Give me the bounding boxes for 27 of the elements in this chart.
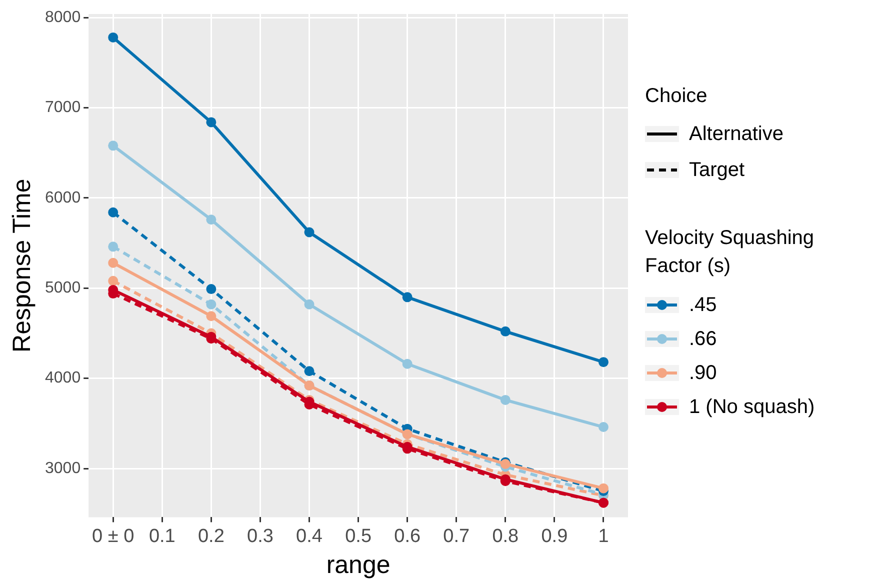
x-tick-label: 0.7 [443, 526, 470, 547]
legend-label: 1 (No squash) [689, 396, 815, 418]
x-tick-label: 0.5 [345, 526, 372, 547]
y-tick-label: 5000 [45, 280, 81, 297]
x-tick-label: 0.3 [247, 526, 274, 547]
legend-label: .45 [689, 294, 717, 316]
y-tick-label: 6000 [45, 189, 81, 206]
y-tick-label: 8000 [45, 9, 81, 26]
x-tick-label: 0.1 [148, 526, 176, 547]
y-tick-label: 3000 [45, 460, 81, 477]
x-tick-label: 0.8 [492, 526, 519, 547]
text: Target [689, 158, 745, 182]
x-axis-title: range [326, 550, 390, 579]
x-tick-label: 1 [598, 526, 609, 547]
text: Alternative [689, 122, 784, 146]
x-tick-label: 0.4 [296, 526, 323, 547]
x-tick-label: 0.9 [541, 526, 568, 547]
y-axis-title: Response Time [8, 178, 36, 352]
x-tick-label: 0.6 [394, 526, 421, 547]
x-tick-label: 0 ± 0 [92, 526, 134, 547]
y-tick-label: 7000 [45, 99, 81, 116]
y-tick-label: 4000 [45, 370, 81, 387]
legend-label: .66 [689, 328, 717, 350]
text: Choice [645, 85, 708, 108]
legend-label: .90 [689, 362, 717, 384]
legend-title: Velocity Squashing Factor (s) [645, 226, 816, 279]
x-tick-label: 0.2 [198, 526, 224, 547]
